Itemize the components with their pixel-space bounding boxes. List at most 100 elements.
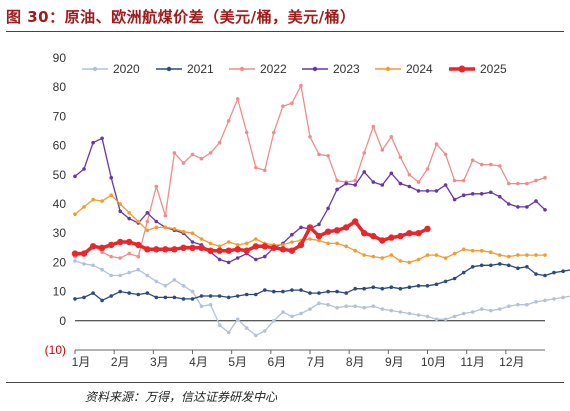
- legend-item-2024: 2024: [375, 62, 433, 76]
- data-point: [82, 262, 86, 266]
- data-point: [326, 302, 330, 307]
- data-point: [415, 230, 422, 237]
- data-point: [308, 237, 312, 241]
- data-point: [279, 246, 287, 253]
- data-point: [525, 265, 529, 269]
- data-point: [534, 199, 538, 203]
- data-point: [82, 205, 86, 209]
- y-axis: (10) 0 10 20 30 40 50 60 70 80 90: [45, 51, 67, 357]
- data-point: [82, 295, 86, 300]
- data-point: [416, 257, 421, 262]
- data-point: [516, 181, 520, 186]
- data-point: [470, 192, 475, 196]
- data-point: [443, 317, 448, 322]
- data-point: [344, 244, 349, 249]
- data-point: [388, 234, 395, 241]
- data-point: [306, 224, 314, 231]
- y-tick-label: 30: [53, 226, 67, 240]
- data-point: [281, 310, 285, 314]
- legend-label: 2020: [113, 62, 140, 76]
- data-point: [272, 319, 276, 323]
- data-point: [479, 162, 484, 167]
- data-point: [208, 294, 213, 298]
- legend-item-2020: 2020: [82, 62, 140, 76]
- data-point: [452, 314, 457, 319]
- data-point: [254, 165, 258, 170]
- data-point: [244, 292, 249, 297]
- data-point: [145, 273, 150, 278]
- data-point: [389, 135, 394, 139]
- data-point: [163, 284, 168, 288]
- data-point: [552, 270, 556, 275]
- data-point: [525, 181, 529, 186]
- data-point: [154, 184, 159, 189]
- data-point: [162, 246, 169, 253]
- data-point: [416, 189, 421, 193]
- series-2022: [73, 83, 547, 260]
- data-point: [371, 304, 376, 309]
- data-point: [171, 246, 178, 253]
- data-point: [91, 140, 95, 145]
- data-point: [244, 326, 249, 330]
- legend-swatch-marker: [458, 65, 466, 73]
- data-point: [144, 246, 151, 253]
- data-point: [127, 216, 131, 221]
- data-point: [406, 230, 413, 237]
- data-point: [235, 294, 240, 298]
- data-point: [254, 333, 258, 338]
- data-point: [389, 253, 394, 257]
- data-point: [452, 276, 457, 281]
- data-point: [561, 269, 565, 274]
- data-point: [199, 304, 204, 309]
- data-point: [362, 286, 367, 291]
- legend-swatch-marker: [166, 66, 172, 72]
- data-point: [235, 97, 240, 101]
- data-point: [398, 155, 403, 160]
- data-point: [407, 173, 412, 177]
- data-point: [299, 311, 303, 316]
- data-point: [489, 190, 493, 195]
- data-point: [244, 130, 249, 135]
- data-point: [270, 244, 277, 251]
- data-point: [281, 289, 285, 294]
- data-point: [190, 152, 195, 157]
- data-point: [272, 289, 276, 294]
- data-point: [181, 229, 186, 234]
- data-point: [172, 295, 177, 300]
- data-point: [109, 193, 113, 197]
- title-divider: [6, 31, 564, 32]
- y-tick-label: 20: [53, 255, 67, 269]
- data-point: [461, 311, 466, 316]
- data-point: [181, 284, 186, 288]
- data-point: [261, 243, 268, 250]
- y-tick-label: 40: [53, 197, 67, 211]
- data-point: [308, 307, 312, 311]
- data-point: [153, 246, 160, 253]
- x-tick-label: 10月: [421, 355, 446, 369]
- data-point: [118, 202, 122, 206]
- data-point: [181, 161, 186, 165]
- data-point: [534, 253, 538, 257]
- data-point: [335, 305, 339, 310]
- data-point: [73, 212, 77, 216]
- series-2025: [71, 218, 431, 257]
- data-point: [507, 304, 511, 309]
- data-point: [297, 241, 305, 249]
- legend-item-2022: 2022: [229, 62, 287, 76]
- data-point: [407, 260, 412, 265]
- data-point: [127, 211, 131, 215]
- data-point: [190, 289, 195, 294]
- data-point: [543, 298, 547, 303]
- legend-swatch-marker: [312, 66, 318, 72]
- data-point: [82, 167, 86, 171]
- data-point: [100, 267, 104, 272]
- data-point: [235, 317, 240, 322]
- data-point: [100, 136, 104, 141]
- data-point: [479, 307, 484, 311]
- data-point: [479, 192, 484, 196]
- legend-item-2025: 2025: [449, 62, 507, 76]
- data-point: [252, 243, 259, 250]
- data-point: [198, 244, 205, 251]
- data-point: [389, 171, 394, 176]
